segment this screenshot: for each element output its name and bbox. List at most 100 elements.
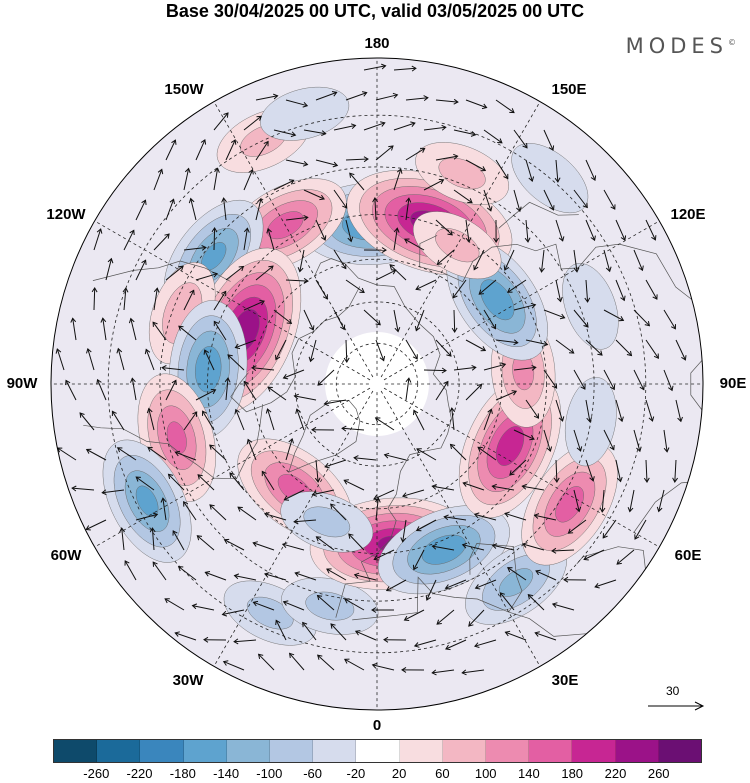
wind-arrow: [310, 339, 317, 362]
wind-arrow-head: [353, 455, 359, 461]
wind-arrow-head: [542, 340, 549, 347]
colorbar-tick-label: 180: [561, 766, 584, 781]
wind-arrow: [573, 309, 589, 328]
wind-arrow: [615, 219, 626, 241]
wind-arrow-head: [363, 156, 369, 163]
wind-arrow: [345, 279, 365, 293]
wind-arrow: [603, 429, 615, 450]
wind-arrow-head: [452, 293, 458, 299]
colorbar-swatch-6: [313, 740, 357, 762]
wind-arrow: [435, 339, 452, 357]
wind-arrow: [483, 363, 506, 371]
wind-arrow: [393, 67, 416, 71]
wind-arrow: [165, 139, 176, 161]
colorbar-swatch-3: [183, 740, 227, 762]
wind-arrow-head: [200, 139, 207, 145]
wind-arrow-head: [221, 197, 227, 203]
wind-arrow: [224, 539, 245, 551]
wind-arrow: [225, 139, 236, 161]
wind-arrow-head: [243, 227, 250, 233]
wind-arrow-head: [401, 666, 407, 673]
wind-arrow-head: [441, 367, 447, 374]
wind-arrow-head: [295, 408, 301, 414]
wind-arrow: [303, 309, 314, 331]
wind-arrow-head: [618, 416, 624, 423]
wind-arrow: [423, 369, 447, 372]
wind-arrow: [79, 412, 95, 431]
wind-arrow: [264, 513, 287, 521]
wind-arrow: [373, 549, 395, 560]
wind-arrow-head: [233, 638, 239, 645]
wind-arrow-head: [347, 236, 354, 243]
wind-arrow-head: [670, 324, 676, 330]
wind-arrow: [162, 498, 167, 521]
wind-arrow-head: [379, 355, 386, 362]
wind-arrow-head: [122, 287, 129, 293]
wind-arrow: [629, 489, 635, 512]
wind-arrow-head: [576, 446, 583, 452]
wind-arrow: [435, 155, 458, 161]
wind-arrow-head: [135, 476, 141, 482]
wind-arrow: [432, 545, 455, 551]
wind-arrow-head: [597, 350, 603, 356]
wind-arrow: [483, 189, 492, 212]
wind-arrow-head: [263, 140, 269, 147]
coastline-7: [633, 310, 703, 533]
meridian-line: [94, 387, 371, 548]
wind-arrow-head: [504, 630, 511, 637]
wind-arrow: [478, 279, 497, 295]
wind-arrow-head: [444, 584, 451, 590]
wind-arrow-head: [116, 347, 123, 354]
wind-arrow-head: [344, 598, 350, 604]
wind-arrow-head: [164, 233, 170, 239]
wind-arrow-head: [221, 610, 228, 617]
wind-arrow: [289, 653, 305, 671]
wind-arrow: [415, 309, 425, 331]
wind-arrow-head: [499, 592, 505, 598]
wind-arrow-head: [473, 512, 480, 519]
wind-arrow-head: [371, 607, 377, 613]
wind-arrow: [495, 99, 515, 114]
wind-arrow: [543, 429, 551, 452]
anomaly-contour: [135, 485, 159, 517]
wind-arrow-head: [610, 204, 616, 210]
wind-arrow-head: [652, 294, 658, 300]
colorbar-tick-label: -140: [213, 766, 240, 781]
wind-arrow-head: [663, 447, 670, 453]
wind-arrow: [525, 399, 539, 419]
colorbar-tick-label: 260: [647, 766, 670, 781]
colorbar-tick-label: 20: [391, 766, 407, 781]
wind-arrow-head: [243, 380, 249, 387]
wind-arrow-head: [342, 203, 348, 209]
wind-arrow-head: [436, 619, 442, 625]
wind-arrow-head: [349, 172, 355, 178]
polar-map: [50, 57, 705, 711]
wind-arrow: [663, 309, 676, 330]
wind-arrow: [168, 473, 185, 491]
wind-arrow: [183, 168, 190, 191]
wind-arrow: [495, 339, 518, 344]
wind-arrow: [645, 279, 658, 300]
wind-arrow: [164, 598, 185, 611]
wind-arrow-head: [415, 526, 422, 532]
wind-arrow: [295, 572, 317, 581]
wind-arrow-head: [322, 294, 328, 300]
colorbar-tick-label: -180: [169, 766, 196, 781]
wind-arrow: [348, 533, 365, 551]
wind-arrow-head: [227, 354, 233, 360]
wind-arrow: [393, 122, 416, 131]
colorbar-tick-label: -220: [126, 766, 153, 781]
wind-arrow: [552, 603, 575, 611]
wind-arrow: [86, 449, 107, 461]
wind-arrow-head: [303, 277, 309, 284]
wind-arrow-head: [507, 567, 513, 573]
wind-arrow: [345, 219, 352, 242]
wind-arrow-head: [302, 621, 308, 628]
coastline-5: [352, 543, 523, 621]
wind-arrow: [162, 367, 185, 371]
wind-arrow: [102, 489, 125, 494]
wind-arrow-head: [497, 138, 503, 144]
wind-arrow-head: [380, 121, 386, 127]
wind-arrow-head: [85, 448, 92, 454]
wind-arrow: [363, 122, 385, 131]
